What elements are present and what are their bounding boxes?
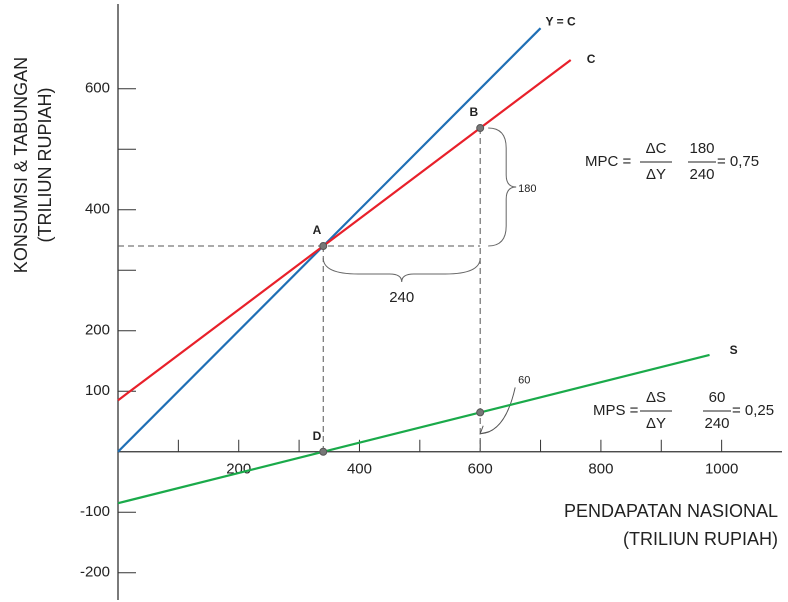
brace bbox=[322, 257, 481, 283]
x-axis-title: PENDAPATAN NASIONAL bbox=[564, 501, 778, 521]
line bbox=[117, 59, 572, 402]
annotation: 240 bbox=[389, 289, 414, 306]
formula: ΔY bbox=[646, 415, 666, 432]
formula: 60 bbox=[709, 389, 726, 406]
y-axis-title-line: (TRILIUN RUPIAH) bbox=[35, 87, 55, 242]
y-axis-title: KONSUMSI & TABUNGAN (TRILIUN RUPIAH) bbox=[11, 57, 55, 273]
line bbox=[117, 353, 710, 505]
series-label: Y = C bbox=[546, 14, 576, 28]
point bbox=[476, 124, 485, 133]
y-tick-label: 200 bbox=[85, 322, 110, 339]
formula: ΔC bbox=[646, 140, 667, 157]
formula: ΔY bbox=[646, 166, 666, 183]
line bbox=[117, 27, 542, 453]
x-tick-label: 400 bbox=[347, 461, 372, 478]
formula: MPC = bbox=[585, 153, 632, 170]
point bbox=[319, 447, 328, 456]
formula: 180 bbox=[689, 140, 714, 157]
annotation: 180 bbox=[518, 183, 536, 195]
point-label: B bbox=[470, 105, 479, 119]
x-tick-label: 600 bbox=[468, 461, 493, 478]
formula: = 0,25 bbox=[732, 402, 774, 419]
formula: 240 bbox=[704, 415, 729, 432]
point-label: D bbox=[313, 429, 322, 443]
y-axis-title-line: KONSUMSI & TABUNGAN bbox=[11, 57, 31, 273]
y-tick-label: 600 bbox=[85, 80, 110, 97]
formula: 240 bbox=[689, 166, 714, 183]
point bbox=[476, 408, 485, 417]
formula: ΔS bbox=[646, 389, 666, 406]
brace bbox=[488, 127, 517, 247]
series-label: C bbox=[587, 52, 596, 66]
series-label: S bbox=[730, 343, 738, 357]
y-tick-label: -100 bbox=[80, 503, 110, 520]
y-tick-label: 400 bbox=[85, 201, 110, 218]
point bbox=[319, 242, 328, 251]
x-tick-label: 800 bbox=[588, 461, 613, 478]
x-tick-label: 1000 bbox=[705, 461, 738, 478]
arrow-head bbox=[479, 425, 490, 435]
y-tick-label: -200 bbox=[80, 564, 110, 581]
annotation: 60 bbox=[518, 374, 530, 386]
y-tick-label: 100 bbox=[85, 382, 110, 399]
x-axis-title: (TRILIUN RUPIAH) bbox=[623, 529, 778, 549]
formula: = 0,75 bbox=[717, 153, 759, 170]
formula: MPS = bbox=[593, 402, 639, 419]
point-label: A bbox=[313, 223, 322, 237]
